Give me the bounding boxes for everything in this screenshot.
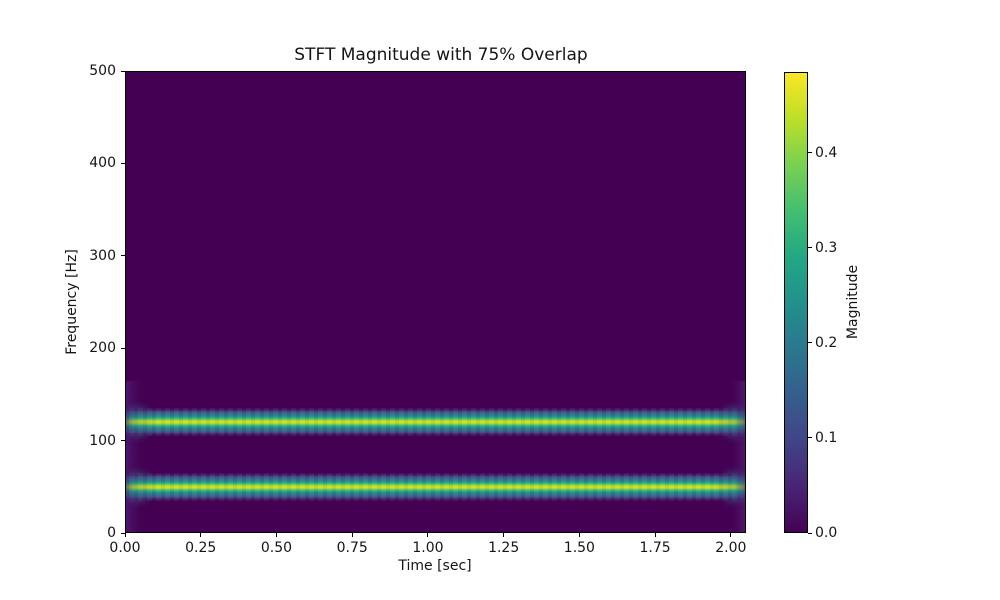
colorbar-tick-label: 0.4 (815, 144, 838, 161)
colorbar-tick (808, 437, 812, 439)
plot-area (125, 71, 746, 533)
colorbar-tick-label: 0.0 (815, 525, 838, 541)
colorbar-border (784, 72, 808, 533)
colorbar-label: Magnitude (845, 264, 861, 340)
y-tick (121, 532, 125, 534)
x-tick (124, 533, 126, 537)
colorbar-tick-label: 0.1 (815, 429, 838, 446)
colorbar-tick (808, 532, 812, 534)
colorbar (784, 72, 808, 533)
x-tick (654, 533, 656, 537)
y-tick (121, 255, 125, 257)
colorbar-tick (808, 152, 812, 154)
x-tick (275, 533, 277, 537)
x-tick-label: 1.25 (488, 540, 520, 556)
colorbar-tick-label: 0.3 (815, 239, 838, 256)
x-tick-label: 0.75 (336, 540, 368, 556)
colorbar-tick (808, 247, 812, 249)
colorbar-tick (808, 342, 812, 344)
y-tick-label: 400 (89, 155, 116, 172)
y-tick (121, 347, 125, 349)
x-tick (427, 533, 429, 537)
y-tick (121, 70, 125, 72)
x-tick (503, 533, 505, 537)
x-tick-label: 0.50 (260, 540, 293, 556)
x-tick-label: 2.00 (715, 540, 747, 556)
y-tick (121, 162, 125, 164)
x-tick-label: 0.25 (185, 540, 217, 556)
x-tick-label: 1.50 (563, 540, 595, 556)
x-tick-label: 0.00 (109, 540, 141, 556)
x-tick (351, 533, 353, 537)
y-tick-label: 200 (89, 340, 116, 357)
x-tick (578, 533, 580, 537)
y-axis-label: Frequency [Hz] (64, 249, 80, 355)
y-tick-label: 300 (89, 247, 116, 264)
x-tick (200, 533, 202, 537)
y-tick (121, 440, 125, 442)
y-tick-label: 500 (89, 63, 116, 79)
x-tick-label: 1.00 (412, 540, 444, 556)
chart-title: STFT Magnitude with 75% Overlap (294, 45, 588, 65)
tone-band-50hz (125, 472, 746, 501)
y-tick-label: 100 (89, 432, 116, 449)
x-axis-label: Time [sec] (398, 558, 472, 574)
colorbar-tick-label: 0.2 (815, 334, 838, 351)
y-tick-label: 0 (107, 525, 116, 541)
x-tick (730, 533, 732, 537)
tone-band-120hz (125, 408, 746, 437)
x-tick-label: 1.75 (639, 540, 671, 556)
colorbar-gradient (784, 72, 808, 533)
